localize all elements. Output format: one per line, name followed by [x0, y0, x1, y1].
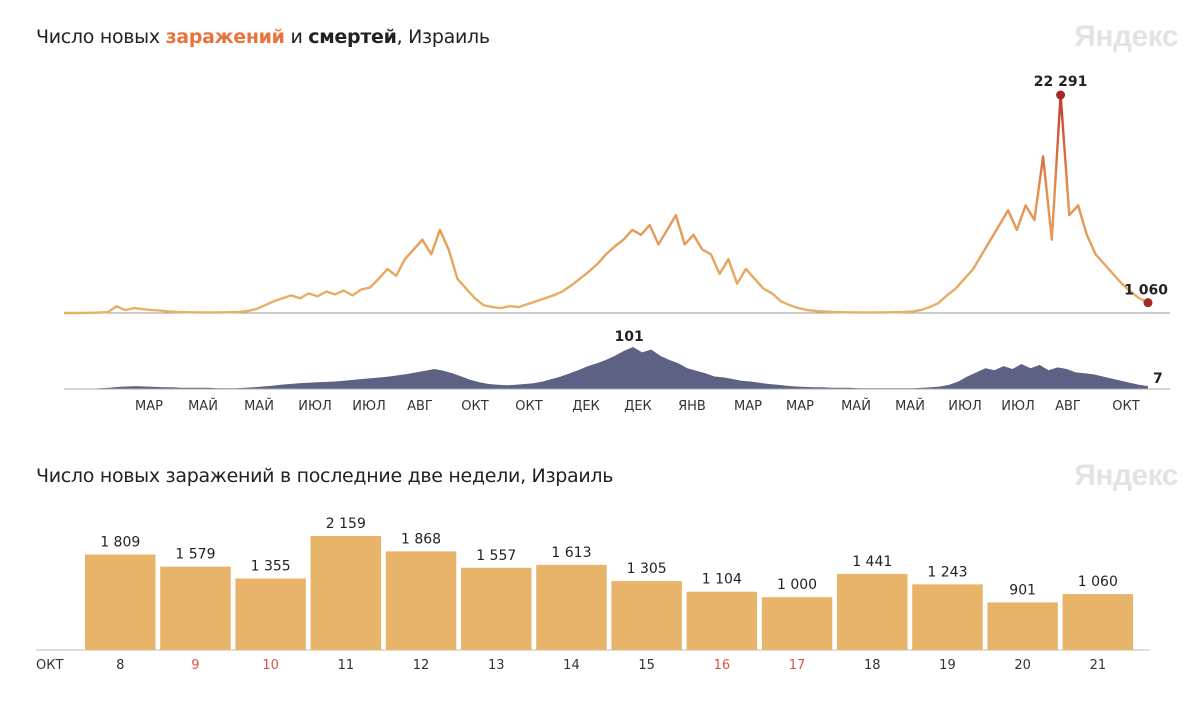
bar: [385, 551, 457, 650]
deaths-area: [64, 347, 1148, 389]
title-infections-highlight: заражений: [165, 26, 285, 48]
bar-value-label: 1 355: [251, 558, 291, 574]
bar: [987, 602, 1058, 650]
x-day-label: 11: [338, 658, 355, 673]
bar: [1062, 594, 1134, 650]
x-day-label: 21: [1090, 658, 1107, 673]
x-tick-label: ЯНВ: [678, 399, 706, 414]
bar-value-label: 2 159: [326, 516, 366, 532]
x-tick-label: МАЙ: [841, 398, 871, 414]
bar: [912, 584, 983, 650]
bar-value-label: 1 441: [852, 554, 892, 570]
x-month-label: ОКТ: [36, 658, 63, 673]
x-day-label: 18: [864, 658, 881, 673]
bar-value-label: 1 305: [627, 561, 667, 577]
chart-title-bottom: Число новых заражений в последние две не…: [36, 465, 614, 487]
title-part-3: и: [284, 26, 309, 48]
bar-value-label: 1 613: [551, 545, 591, 561]
bar-value-label: 1 000: [777, 577, 817, 593]
title-part-5: , Израиль: [396, 26, 490, 48]
x-tick-label: ИЮЛ: [352, 399, 386, 414]
x-tick-label: МАР: [786, 399, 814, 414]
x-day-label: 10: [262, 658, 279, 673]
x-tick-label: ОКТ: [1112, 399, 1139, 414]
bar: [611, 581, 682, 650]
bar: [235, 578, 306, 650]
infections-peak-label: 22 291: [1034, 74, 1088, 90]
yandex-logo-watermark-bottom: Яндекс: [1074, 459, 1178, 492]
x-day-label: 13: [488, 658, 505, 673]
bar-value-label: 1 104: [702, 572, 742, 588]
x-tick-label: ДЕК: [572, 399, 600, 414]
x-day-label: 9: [191, 658, 199, 673]
bar-value-label: 1 579: [175, 547, 215, 563]
chart-title-top: Число новых заражений и смертей, Израиль: [36, 26, 490, 48]
x-day-label: 17: [789, 658, 806, 673]
x-tick-label: МАЙ: [895, 398, 925, 414]
infections-line: [64, 93, 1149, 315]
bar-value-label: 901: [1009, 582, 1036, 598]
x-tick-label: МАР: [734, 399, 762, 414]
infections-peak-marker: [1056, 90, 1066, 100]
bar: [686, 591, 758, 650]
x-day-label: 16: [714, 658, 731, 673]
bar: [536, 564, 607, 650]
title-part-1: Число новых: [36, 26, 166, 48]
x-tick-label: ОКТ: [461, 399, 488, 414]
x-tick-label: МАЙ: [244, 398, 274, 414]
bar: [310, 536, 382, 650]
yandex-logo-watermark: Яндекс: [1074, 20, 1178, 53]
bar: [85, 554, 156, 650]
x-tick-label: МАР: [135, 399, 163, 414]
x-tick-label: АВГ: [407, 399, 433, 414]
bar-value-label: 1 060: [1078, 574, 1118, 590]
x-tick-label: ИЮЛ: [298, 399, 332, 414]
bar: [761, 597, 833, 650]
x-day-label: 15: [638, 658, 655, 673]
x-tick-label: ОКТ: [515, 399, 542, 414]
infections-last-label: 1 060: [1124, 283, 1168, 299]
x-tick-label: ИЮЛ: [1001, 399, 1035, 414]
title-deaths-highlight: смертей: [308, 26, 397, 48]
x-tick-label: МАЙ: [188, 398, 218, 414]
bar-value-label: 1 809: [100, 534, 140, 550]
bar: [837, 573, 908, 650]
bar-value-label: 1 868: [401, 531, 441, 547]
bar: [461, 567, 532, 650]
x-day-label: 8: [116, 658, 124, 673]
deaths-peak-label: 101: [614, 329, 643, 345]
bar: [160, 566, 231, 650]
x-tick-label: ИЮЛ: [948, 399, 982, 414]
bar-value-label: 1 557: [476, 548, 516, 564]
x-day-label: 19: [939, 658, 956, 673]
x-tick-label: ДЕК: [624, 399, 652, 414]
x-day-label: 14: [563, 658, 580, 673]
infections-last-marker: [1143, 298, 1153, 308]
x-day-label: 20: [1014, 658, 1031, 673]
x-tick-label: АВГ: [1055, 399, 1081, 414]
bar-value-label: 1 243: [927, 564, 967, 580]
x-day-label: 12: [413, 658, 430, 673]
deaths-last-label: 7: [1153, 371, 1163, 387]
